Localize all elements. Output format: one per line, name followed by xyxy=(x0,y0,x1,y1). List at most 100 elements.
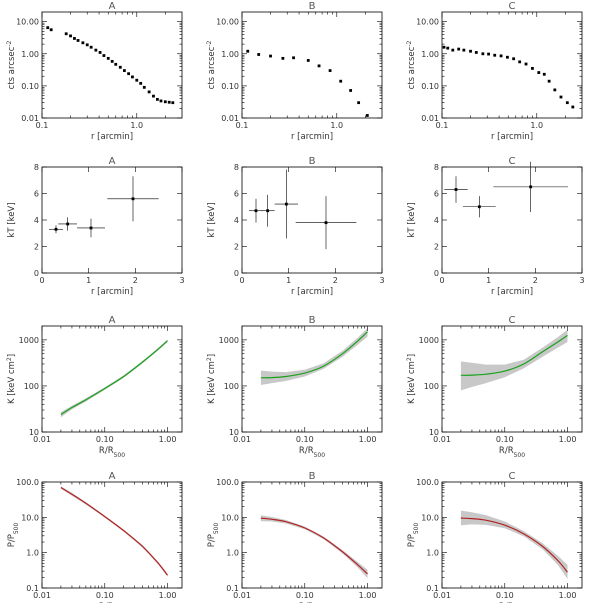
data-point xyxy=(524,62,528,66)
panel-title: B xyxy=(309,156,316,167)
panel-title: B xyxy=(309,315,316,326)
data-point xyxy=(142,85,146,89)
y-tick-label: 100.0 xyxy=(416,478,439,487)
y-tick-label: 100 xyxy=(424,382,439,391)
y-tick-label: 4 xyxy=(234,216,239,225)
x-tick-label: 0.10 xyxy=(496,435,514,444)
y-axis-title: P/P500 xyxy=(7,523,20,548)
data-point xyxy=(457,47,461,51)
panel-title: A xyxy=(109,1,116,12)
data-point xyxy=(474,51,478,54)
profile-line xyxy=(60,486,168,576)
x-axis-title: r [arcmin] xyxy=(291,287,333,297)
y-tick-label: 10 xyxy=(429,428,439,437)
y-tick-label: 1.00 xyxy=(21,50,39,59)
panel-title: C xyxy=(509,471,516,482)
panel-title: A xyxy=(109,156,116,167)
y-tick-label: 0 xyxy=(234,269,239,278)
y-tick-label: 10 xyxy=(229,428,239,437)
x-axis-title: r [arcmin] xyxy=(491,132,533,142)
y-axis-title: cts arcsec-2 xyxy=(406,40,418,89)
x-axis-title: R/R500 xyxy=(299,446,325,459)
y-tick-label: 0.10 xyxy=(21,82,39,91)
data-point xyxy=(69,34,72,38)
profile-line xyxy=(260,517,368,575)
axes-frame xyxy=(241,481,383,589)
confidence-band xyxy=(460,510,568,579)
y-tick-label: 2 xyxy=(434,243,439,252)
data-point xyxy=(163,100,167,104)
data-point xyxy=(254,209,258,213)
data-point xyxy=(328,69,332,72)
data-point xyxy=(122,69,126,72)
data-point xyxy=(266,209,270,213)
data-point xyxy=(531,67,534,70)
x-tick-label: 3 xyxy=(179,276,184,285)
x-tick-label: 0.10 xyxy=(96,591,114,600)
data-point xyxy=(499,54,503,58)
data-point xyxy=(131,197,135,201)
axes-frame xyxy=(441,11,583,119)
y-tick-label: 8 xyxy=(234,163,239,172)
data-point xyxy=(171,101,175,105)
y-tick-label: 10.00 xyxy=(416,18,439,27)
data-point xyxy=(357,101,361,105)
x-tick-label: 0.1 xyxy=(436,121,449,130)
panel-title: C xyxy=(509,315,516,326)
y-axis-title: K [keV cm2] xyxy=(206,354,218,404)
data-point xyxy=(512,57,516,61)
data-point xyxy=(89,226,93,230)
data-point xyxy=(66,222,70,226)
x-tick-label: 0.01 xyxy=(433,435,451,444)
x-axis-title: R/R500 xyxy=(499,446,525,459)
data-point xyxy=(98,51,102,54)
axes-frame xyxy=(41,325,183,433)
data-point xyxy=(559,95,563,99)
y-tick-label: 0 xyxy=(434,269,439,278)
axes-frame xyxy=(441,481,583,589)
data-point xyxy=(54,227,58,231)
y-tick-label: 10.0 xyxy=(221,513,239,522)
data-point xyxy=(135,78,139,82)
axes-frame xyxy=(241,166,383,274)
y-tick-label: 10.00 xyxy=(216,18,239,27)
data-point xyxy=(167,100,171,104)
x-axis-title: r [arcmin] xyxy=(91,132,133,142)
x-tick-label: 3 xyxy=(379,276,384,285)
y-tick-label: 6 xyxy=(234,190,239,199)
data-point xyxy=(451,48,455,52)
y-tick-label: 100 xyxy=(24,382,39,391)
data-point xyxy=(269,54,272,58)
y-tick-label: 2 xyxy=(34,243,39,252)
y-tick-label: 8 xyxy=(434,163,439,172)
panel-title: B xyxy=(309,471,316,482)
data-point xyxy=(477,205,481,209)
panel-brightness-A: A 0.1 1.0 0.01 0.10 1.00 10.00 r [arcmin] cts ar… xyxy=(6,1,183,142)
y-tick-label: 0.10 xyxy=(221,82,239,91)
confidence-band xyxy=(260,328,368,385)
x-tick-label: 1.00 xyxy=(159,591,177,600)
y-axis-title: P/P500 xyxy=(407,523,420,548)
data-point xyxy=(317,64,321,68)
data-point xyxy=(85,43,89,47)
y-axis-title: cts arcsec-2 xyxy=(6,40,18,89)
y-tick-label: 0.10 xyxy=(421,82,439,91)
data-point xyxy=(118,65,122,69)
x-tick-label: 1 xyxy=(86,276,91,285)
data-point xyxy=(481,52,485,56)
data-point xyxy=(542,72,546,76)
data-point xyxy=(147,90,151,94)
data-point xyxy=(462,48,466,52)
y-tick-label: 6 xyxy=(34,190,39,199)
data-point xyxy=(281,56,285,60)
data-point xyxy=(131,75,134,79)
data-point xyxy=(493,53,497,57)
x-axis-title: r [arcmin] xyxy=(91,287,133,297)
x-tick-label: 0.1 xyxy=(236,121,249,130)
confidence-band xyxy=(460,329,568,391)
x-tick-label: 1.00 xyxy=(359,591,377,600)
axes-frame xyxy=(241,325,383,433)
data-point xyxy=(81,41,85,45)
axes-frame xyxy=(441,325,583,433)
